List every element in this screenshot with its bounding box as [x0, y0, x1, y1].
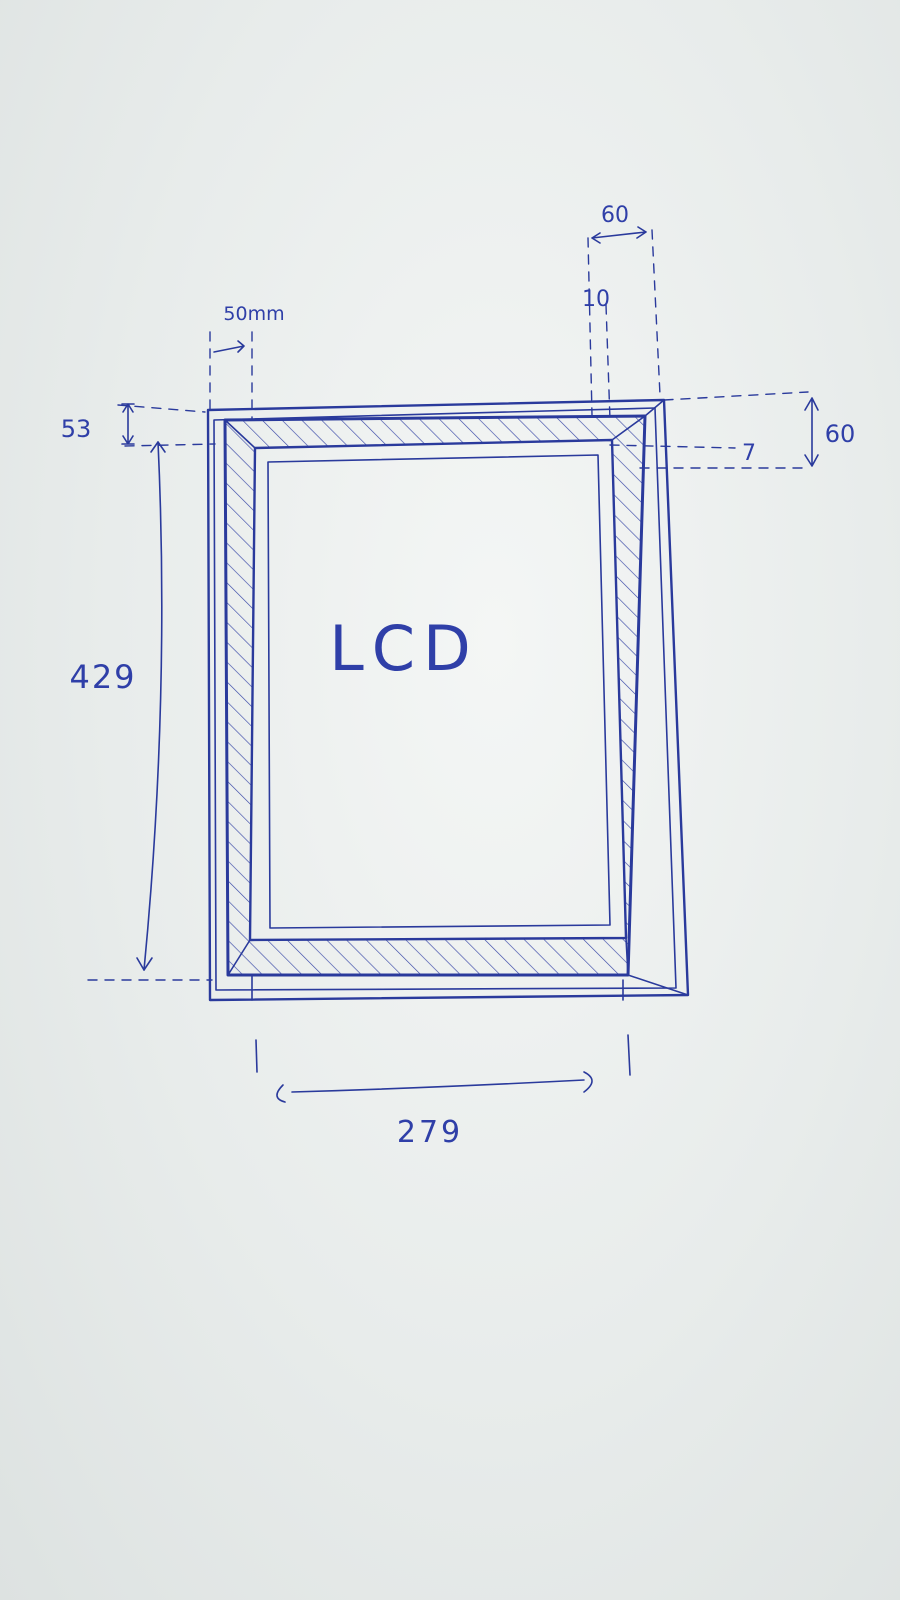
dim-right: 7 60	[609, 391, 856, 469]
middle-frame	[213, 407, 677, 991]
dim-left-margin-label: 50mm	[223, 303, 284, 325]
dim-top-offset-label: 53	[61, 415, 92, 443]
dim-inner-gap-label: 10	[582, 287, 610, 312]
lcd-label: LCD	[329, 612, 479, 685]
dim-lcd-height: 429	[69, 441, 213, 981]
dim-outer-top-width: 60	[587, 203, 661, 421]
dim-lcd-height-label: 429	[69, 658, 136, 696]
dim-left-margin: 50mm	[209, 303, 285, 421]
dim-outer-top-width-label: 60	[601, 203, 629, 228]
dim-top-offset: 53	[61, 403, 216, 447]
dim-right-height-label: 60	[825, 420, 856, 448]
lcd-window	[224, 399, 689, 996]
dim-lcd-width-label: 279	[397, 1115, 463, 1150]
hatched-border	[223, 414, 647, 977]
dim-right-small-label: 7	[742, 441, 756, 466]
dim-lcd-width: 279	[251, 974, 631, 1150]
